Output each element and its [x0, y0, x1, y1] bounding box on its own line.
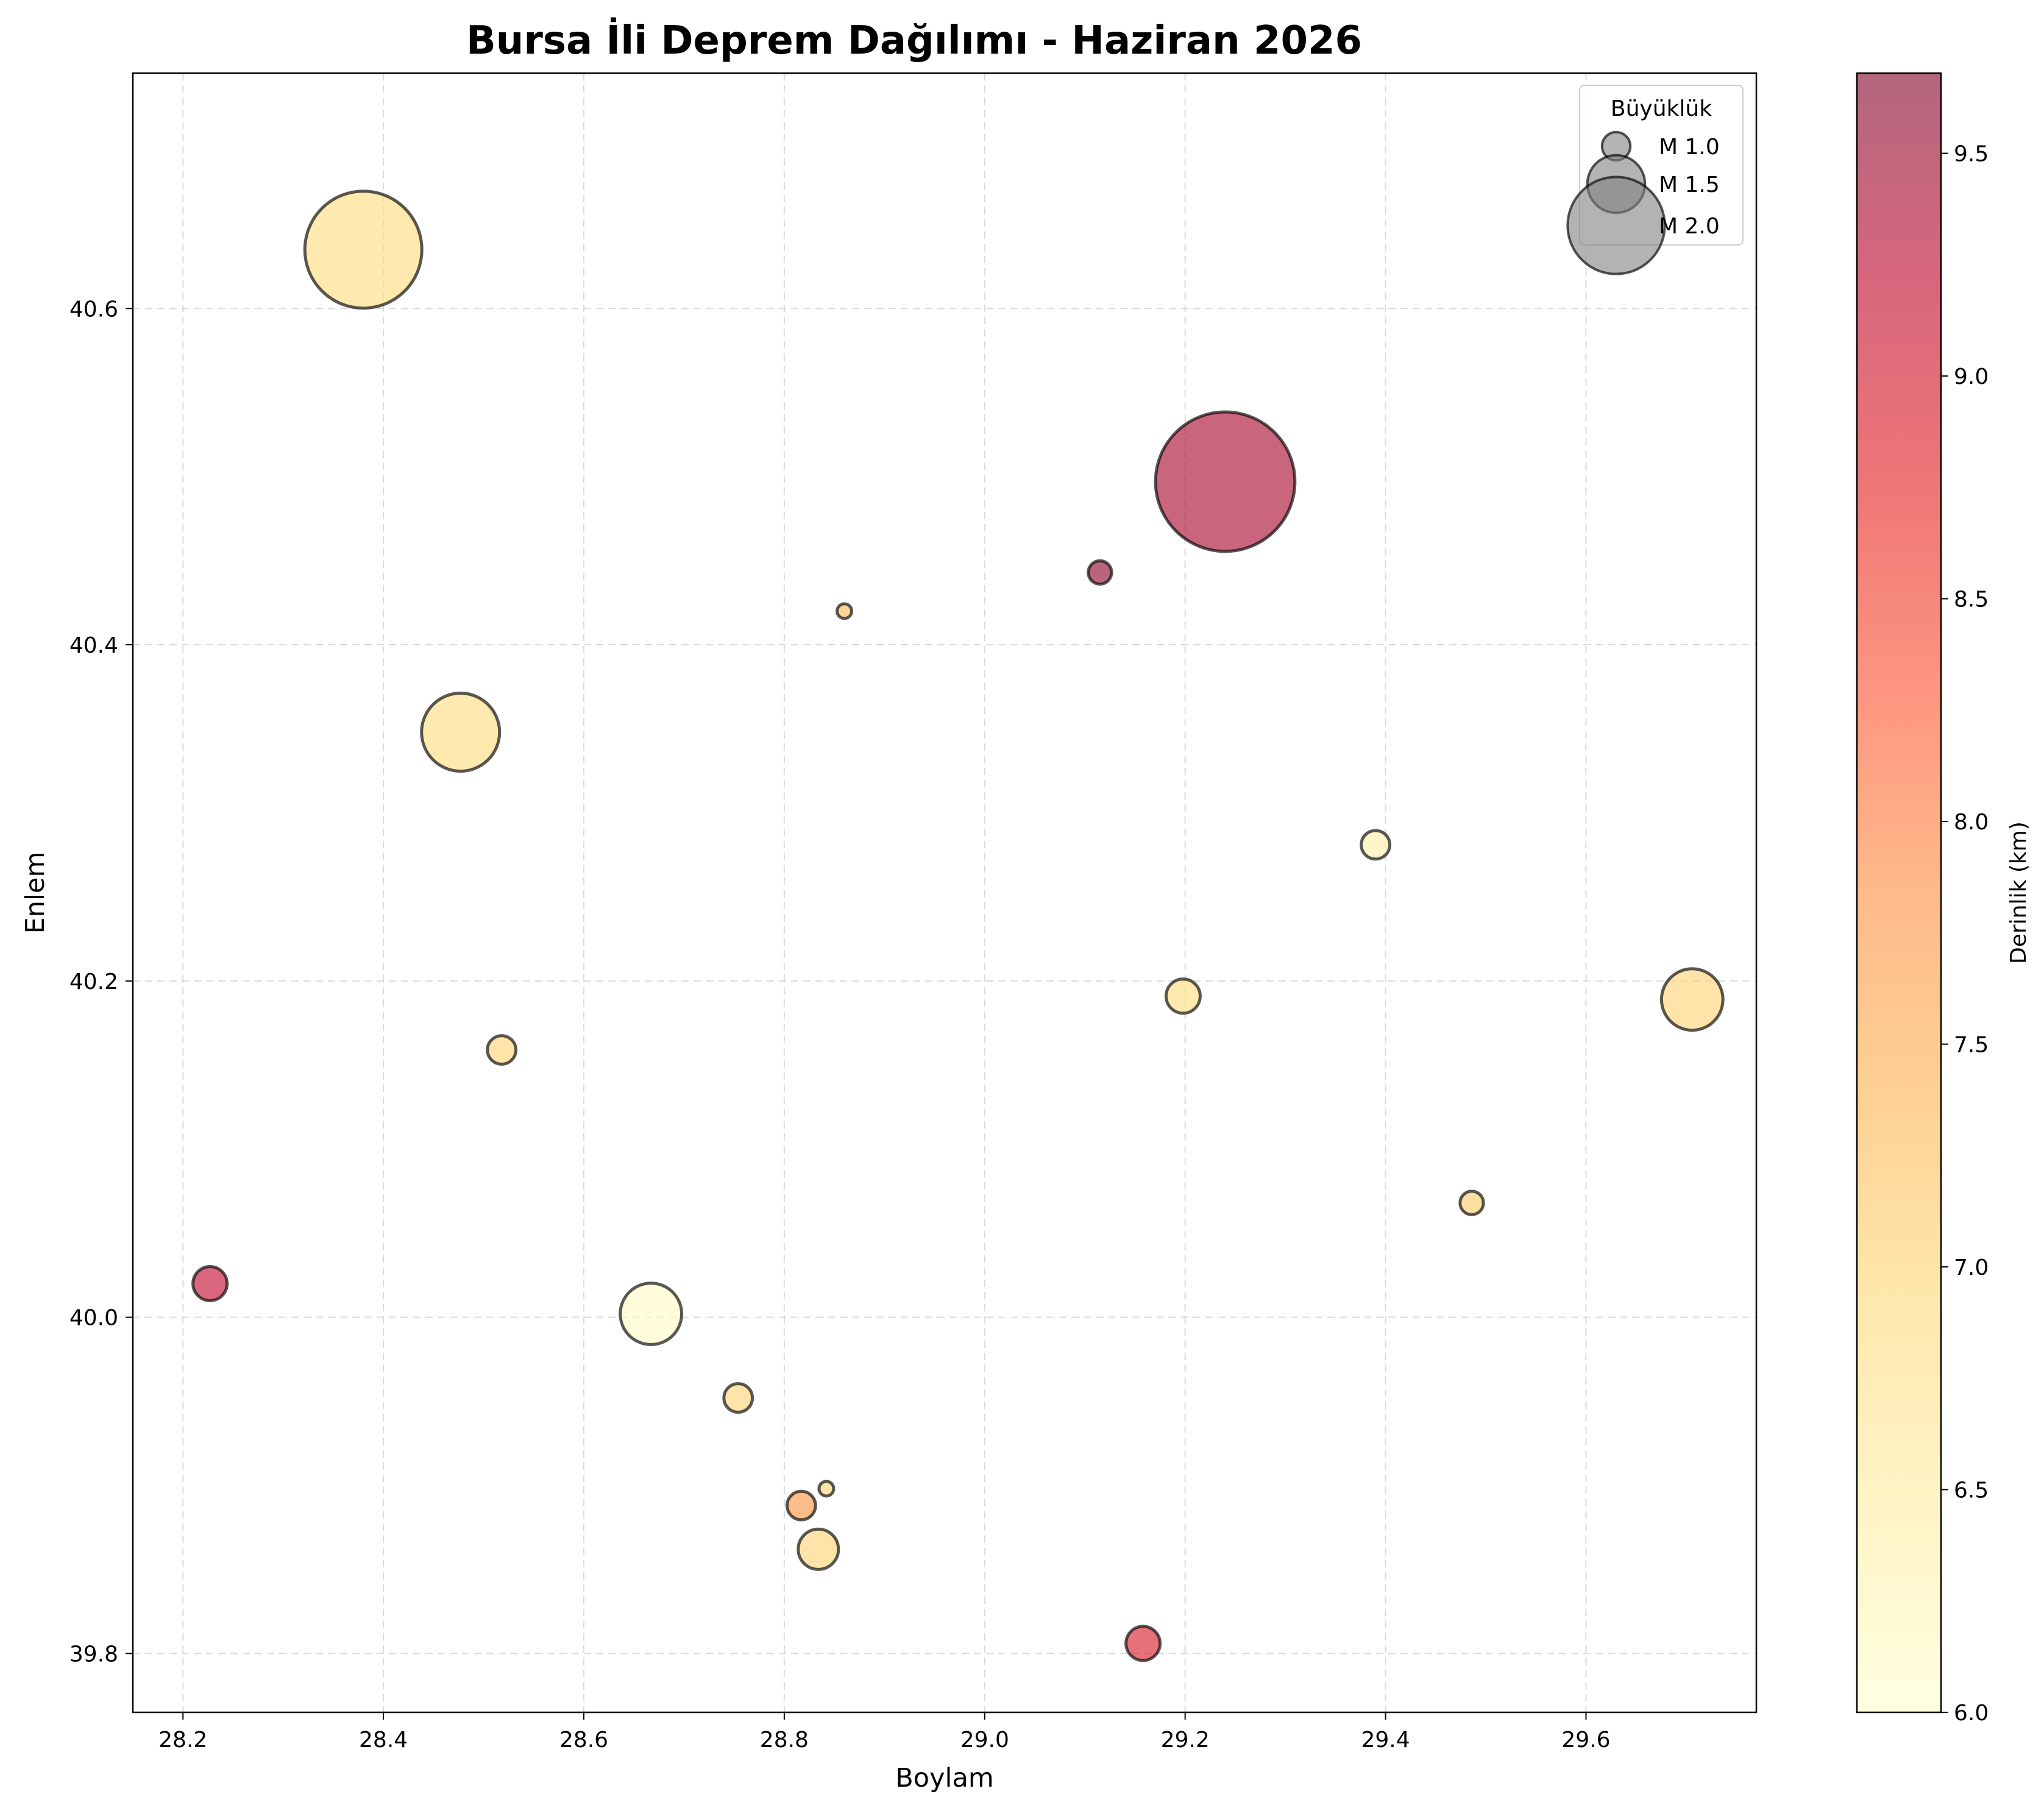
- legend-label: M 1.0: [1659, 135, 1720, 160]
- y-tick-label: 40.6: [69, 297, 118, 322]
- x-tick-label: 28.6: [559, 1728, 608, 1753]
- x-axis-label: Boylam: [895, 1763, 993, 1793]
- colorbar-tick-label: 7.5: [1954, 1033, 1989, 1058]
- earthquake-point: [1154, 410, 1297, 553]
- earthquake-point: [1458, 1189, 1485, 1216]
- earthquake-point: [1360, 829, 1392, 861]
- earthquake-point: [1164, 977, 1202, 1015]
- earthquake-point: [1087, 559, 1113, 586]
- colorbar-tick-label: 9.0: [1954, 364, 1989, 389]
- x-tick-label: 29.0: [960, 1728, 1009, 1753]
- legend-label: M 2.0: [1659, 214, 1720, 239]
- y-tick-label: 40.0: [69, 1306, 118, 1331]
- legend-marker: [1566, 175, 1666, 275]
- colorbar-tick-label: 8.5: [1954, 587, 1989, 612]
- y-tick-label: 40.2: [69, 970, 118, 994]
- x-tick-label: 28.2: [158, 1728, 207, 1753]
- x-tick-label: 29.2: [1161, 1728, 1210, 1753]
- earthquake-point: [486, 1034, 518, 1066]
- earthquake-point: [836, 602, 854, 620]
- plot-frame: [132, 72, 1758, 1714]
- colorbar-frame: [1856, 72, 1942, 1714]
- grid-layer: [133, 73, 1756, 1712]
- earthquake-point: [420, 692, 502, 773]
- earthquake-point: [817, 1480, 836, 1498]
- earthquake-point: [303, 190, 424, 310]
- colorbar-tick-label: 9.5: [1954, 142, 1989, 167]
- colorbar-label: Derinlik (km): [2006, 821, 2031, 964]
- x-tick-label: 29.4: [1361, 1728, 1410, 1753]
- earthquake-point: [619, 1282, 684, 1347]
- ticks-layer: 28.2 28.4 28.6 28.8 29.0 29.2 29.4 29.6 39.8 40.0…: [69, 297, 1611, 1753]
- size-legend: Büyüklük M 1.0 M 1.5 M 2.0: [1566, 85, 1744, 275]
- colorbar-tick-label: 6.0: [1954, 1701, 1989, 1726]
- x-tick-label: 28.4: [359, 1728, 408, 1753]
- x-tick-label: 28.8: [760, 1728, 809, 1753]
- colorbar-gradient: [1857, 73, 1941, 1712]
- earthquake-point: [797, 1527, 840, 1571]
- colorbar-tick-label: 8.0: [1954, 810, 1989, 835]
- chart-title: Bursa İli Deprem Dağılımı - Haziran 2026: [466, 17, 1362, 63]
- legend-label: M 1.5: [1659, 172, 1720, 197]
- y-tick-label: 40.4: [69, 633, 118, 658]
- x-tick-label: 29.6: [1561, 1728, 1610, 1753]
- earthquake-point: [1659, 967, 1725, 1032]
- earthquake-point: [191, 1264, 229, 1302]
- points-layer: [191, 190, 1725, 1662]
- colorbar-tick-label: 7.0: [1954, 1255, 1989, 1280]
- y-tick-label: 39.8: [69, 1642, 118, 1667]
- earthquake-point: [722, 1382, 754, 1414]
- earthquake-point: [1124, 1625, 1162, 1662]
- colorbar-tick-label: 6.5: [1954, 1478, 1989, 1503]
- legend-title: Büyüklük: [1611, 96, 1712, 121]
- earthquake-point: [785, 1489, 817, 1522]
- colorbar: Derinlik (km) 6.0 6.5 7.0 7.5 8.0 8.5 9.0 9.5: [1856, 72, 2031, 1726]
- y-axis-label: Enlem: [20, 852, 51, 934]
